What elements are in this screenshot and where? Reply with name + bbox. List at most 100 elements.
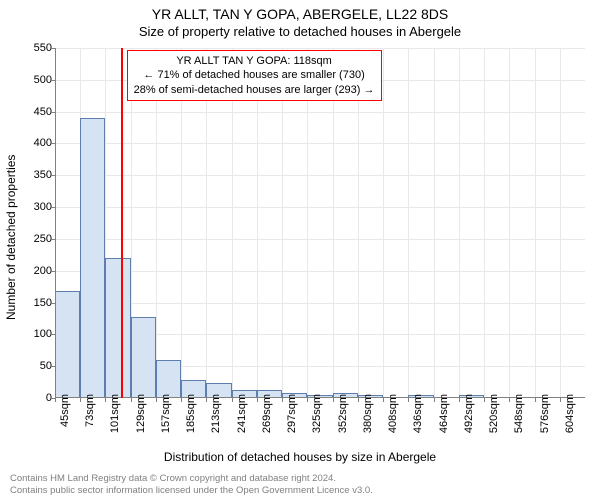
histogram-bar	[55, 291, 80, 398]
y-tick-mark	[51, 80, 55, 81]
chart-container: YR ALLT, TAN Y GOPA, ABERGELE, LL22 8DS …	[0, 0, 600, 500]
grid-line-h	[55, 143, 585, 144]
x-tick-mark	[131, 398, 132, 402]
grid-line-h	[55, 175, 585, 176]
x-tick-label: 213sqm	[210, 394, 222, 444]
annotation-line: 28% of semi-detached houses are larger (…	[134, 83, 375, 97]
grid-line-h	[55, 48, 585, 49]
y-tick-label: 0	[12, 392, 52, 404]
y-tick-label: 350	[12, 169, 52, 181]
x-tick-mark	[509, 398, 510, 402]
y-tick-label: 250	[12, 233, 52, 245]
histogram-bar	[80, 118, 105, 398]
y-tick-label: 500	[12, 74, 52, 86]
x-tick-label: 576sqm	[539, 394, 551, 444]
y-tick-mark	[51, 207, 55, 208]
x-tick-label: 520sqm	[488, 394, 500, 444]
grid-line-h	[55, 207, 585, 208]
x-tick-mark	[282, 398, 283, 402]
y-tick-label: 450	[12, 106, 52, 118]
grid-line-v	[459, 48, 460, 398]
x-tick-label: 408sqm	[387, 394, 399, 444]
grid-line-v	[509, 48, 510, 398]
x-tick-mark	[257, 398, 258, 402]
y-tick-mark	[51, 303, 55, 304]
y-axis-line	[55, 48, 56, 398]
grid-line-v	[408, 48, 409, 398]
x-tick-label: 101sqm	[109, 394, 121, 444]
x-tick-label: 352sqm	[337, 394, 349, 444]
attribution-text: Contains HM Land Registry data © Crown c…	[10, 473, 590, 496]
x-tick-label: 464sqm	[438, 394, 450, 444]
annotation-line: YR ALLT TAN Y GOPA: 118sqm	[134, 54, 375, 68]
x-tick-label: 604sqm	[564, 394, 576, 444]
x-tick-mark	[232, 398, 233, 402]
histogram-bar	[156, 360, 181, 398]
x-tick-mark	[560, 398, 561, 402]
grid-line-h	[55, 239, 585, 240]
attribution-line2: Contains public sector information licen…	[10, 485, 590, 496]
y-tick-label: 400	[12, 137, 52, 149]
attribution-line1: Contains HM Land Registry data © Crown c…	[10, 473, 590, 484]
x-tick-mark	[55, 398, 56, 402]
x-tick-label: 129sqm	[135, 394, 147, 444]
x-tick-mark	[358, 398, 359, 402]
chart-subtitle: Size of property relative to detached ho…	[0, 24, 600, 39]
x-tick-mark	[383, 398, 384, 402]
x-tick-mark	[105, 398, 106, 402]
x-tick-label: 492sqm	[463, 394, 475, 444]
y-tick-mark	[51, 112, 55, 113]
y-tick-label: 200	[12, 265, 52, 277]
histogram-bar	[105, 258, 130, 398]
reference-line	[121, 48, 123, 398]
grid-line-h	[55, 112, 585, 113]
x-tick-mark	[333, 398, 334, 402]
x-tick-label: 73sqm	[84, 394, 96, 444]
y-tick-mark	[51, 366, 55, 367]
grid-line-v	[484, 48, 485, 398]
x-tick-mark	[535, 398, 536, 402]
grid-line-v	[535, 48, 536, 398]
histogram-bar	[131, 317, 156, 398]
chart-title: YR ALLT, TAN Y GOPA, ABERGELE, LL22 8DS	[0, 6, 600, 22]
annotation-line: ← 71% of detached houses are smaller (73…	[134, 68, 375, 82]
x-tick-label: 45sqm	[59, 394, 71, 444]
x-tick-label: 380sqm	[362, 394, 374, 444]
x-tick-mark	[80, 398, 81, 402]
y-tick-mark	[51, 48, 55, 49]
x-tick-label: 185sqm	[185, 394, 197, 444]
y-tick-mark	[51, 239, 55, 240]
y-tick-label: 150	[12, 297, 52, 309]
x-tick-label: 548sqm	[513, 394, 525, 444]
x-tick-label: 157sqm	[160, 394, 172, 444]
grid-line-h	[55, 271, 585, 272]
y-tick-label: 300	[12, 201, 52, 213]
y-tick-mark	[51, 271, 55, 272]
x-tick-mark	[181, 398, 182, 402]
x-tick-label: 325sqm	[311, 394, 323, 444]
x-tick-mark	[206, 398, 207, 402]
y-tick-label: 100	[12, 328, 52, 340]
grid-line-v	[434, 48, 435, 398]
x-tick-label: 241sqm	[236, 394, 248, 444]
grid-line-v	[560, 48, 561, 398]
y-tick-label: 50	[12, 360, 52, 372]
grid-line-v	[383, 48, 384, 398]
x-tick-label: 436sqm	[412, 394, 424, 444]
grid-line-h	[55, 303, 585, 304]
y-tick-mark	[51, 143, 55, 144]
annotation-box: YR ALLT TAN Y GOPA: 118sqm← 71% of detac…	[127, 50, 382, 101]
x-tick-label: 297sqm	[286, 394, 298, 444]
x-tick-mark	[408, 398, 409, 402]
x-tick-mark	[484, 398, 485, 402]
plot-area: YR ALLT TAN Y GOPA: 118sqm← 71% of detac…	[55, 48, 585, 398]
x-tick-label: 269sqm	[261, 394, 273, 444]
x-tick-mark	[156, 398, 157, 402]
y-tick-label: 550	[12, 42, 52, 54]
x-tick-mark	[434, 398, 435, 402]
x-tick-mark	[459, 398, 460, 402]
x-tick-mark	[307, 398, 308, 402]
y-tick-mark	[51, 175, 55, 176]
x-axis-label: Distribution of detached houses by size …	[0, 450, 600, 464]
y-tick-mark	[51, 334, 55, 335]
